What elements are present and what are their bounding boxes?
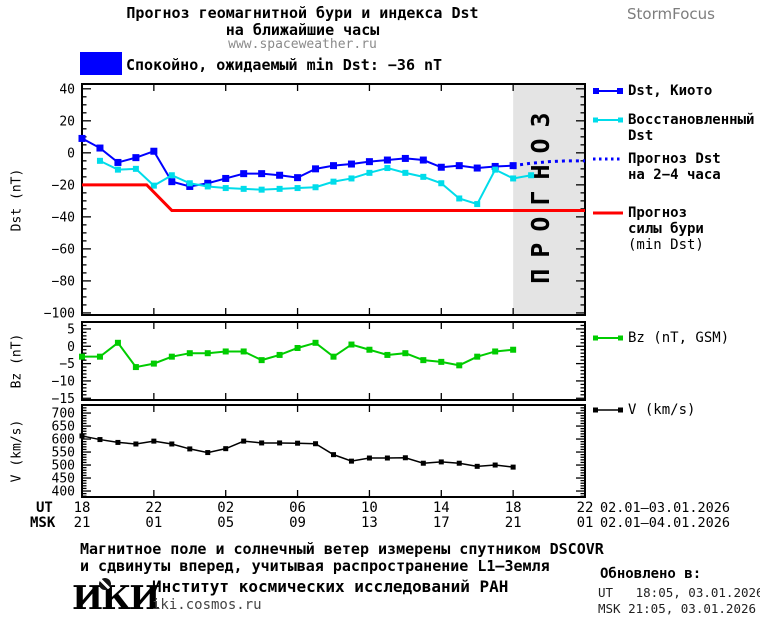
dst-y-tick-label: 20 [59, 114, 75, 129]
legend-label: Прогноз Dst [628, 151, 721, 167]
updated-heading: Обновлено в: [600, 566, 702, 582]
page-title-line2: на ближайшие часы [225, 21, 380, 39]
bz-y-tick-label: −5 [59, 357, 75, 372]
dst-y-tick-label: −40 [52, 210, 75, 225]
dst-y-tick-label: −80 [52, 274, 75, 289]
bz-axis-label: Bz (nT) [9, 333, 25, 389]
ut-tick-label: 14 [432, 500, 450, 516]
v-y-tick-label: 500 [52, 459, 75, 474]
bz-y-tick-label: −10 [52, 374, 75, 389]
legend-item-forecast-dst: Прогноз Dst на 2−4 часа [591, 151, 721, 183]
dst-axis-label: Dst (nT) [9, 168, 25, 232]
bz-panel: 5 0 −5 −10 −15 [52, 321, 586, 407]
restored-dst-swatch [591, 114, 625, 130]
msk-tick-label: 17 [432, 515, 450, 531]
v-swatch [591, 404, 625, 420]
msk-prefix: MSK [30, 515, 56, 531]
msk-tick-label: 05 [217, 515, 235, 531]
legend-label: Bz (nT, GSM) [628, 330, 730, 346]
xaxis-ut-row: UT 02.01—03.01.2026 18 22 02 06 10 14 18 22 [0, 500, 760, 516]
status-label: Спокойно, ожидаемый min Dst: −36 nT [126, 56, 443, 74]
legend-label: Восстановленный [628, 112, 755, 128]
bz-y-tick-label: 0 [67, 340, 75, 355]
page-title: Прогноз геомагнитной бури и индекса Dst [126, 4, 479, 22]
msk-tick-label: 21 [73, 515, 91, 531]
dst-y-tick-label: −20 [52, 178, 75, 193]
footnote-line2: и сдвинуты вперед, учитывая распростране… [80, 557, 550, 575]
v-y-tick-label: 700 [52, 407, 75, 422]
msk-date-range: 02.01—04.01.2026 [600, 515, 731, 531]
ut-prefix: UT [36, 500, 53, 516]
v-y-tick-label: 600 [52, 433, 75, 448]
legend-label: на 2−4 часа [628, 167, 721, 183]
legend-item-v: V (km/s) [591, 402, 695, 420]
legend-item-storm-forecast: Прогноз силы бури (min Dst) [591, 205, 704, 253]
spaceweather-link[interactable]: www.spaceweather.ru [228, 37, 377, 52]
ut-tick-label: 18 [504, 500, 522, 516]
dst-series-line [512, 159, 585, 168]
bz-y-tick-label: 5 [67, 322, 75, 337]
brand-label: StormFocus [627, 5, 715, 23]
dst-y-tick-label: 0 [67, 146, 75, 161]
dst-series-line [99, 159, 532, 206]
ut-tick-label: 06 [289, 500, 306, 516]
dst-y-tick-label: −60 [52, 242, 75, 257]
msk-tick-label: 01 [576, 515, 594, 531]
v-y-tick-label: 550 [52, 446, 75, 461]
v-series-line [81, 435, 514, 468]
ut-date-range: 02.01—03.01.2026 [600, 500, 731, 516]
dst-series-line [82, 183, 585, 212]
msk-tick-label: 09 [289, 515, 306, 531]
v-y-tick-label: 400 [52, 485, 75, 500]
legend-label: Dst [628, 128, 654, 144]
legend-label: Прогноз [628, 205, 688, 221]
legend-label: Dst, Киото [628, 83, 713, 99]
msk-tick-label: 21 [504, 515, 522, 531]
legend-label: (min Dst) [628, 237, 704, 253]
iki-logo: ИКИ [72, 578, 160, 617]
legend-label: V (km/s) [628, 402, 696, 418]
dst-series-line [81, 137, 514, 188]
msk-tick-label: 13 [360, 515, 378, 531]
bz-swatch [591, 332, 625, 348]
v-y-tick-label: 650 [52, 420, 75, 435]
updated-ut: UT 18:05, 03.01.2026 [598, 585, 760, 600]
xaxis-msk-row: MSK 02.01—04.01.2026 21 01 05 09 13 17 21 01 [0, 515, 760, 531]
v-y-tick-label: 450 [52, 472, 75, 487]
legend-label: силы бури [628, 221, 704, 237]
ut-tick-label: 18 [73, 500, 91, 516]
forecast-annotation: ПРОГНОЗ [526, 101, 555, 283]
bz-series-line [82, 341, 514, 369]
legend-item-restored-dst: Восстановленный Dst [591, 112, 754, 144]
dst-y-tick-label: 40 [59, 82, 75, 97]
ut-tick-label: 02 [217, 500, 235, 516]
legend-item-dst-kyoto: Dst, Киото [591, 83, 712, 101]
footnote-line1: Магнитное поле и солнечный ветер измерен… [80, 540, 604, 558]
iki-site-link[interactable]: iki.cosmos.ru [152, 597, 262, 613]
storm-level-swatch [80, 52, 122, 75]
ut-tick-label: 10 [360, 500, 378, 516]
msk-tick-label: 01 [145, 515, 163, 531]
satellite-icon [99, 578, 111, 590]
storm-forecast-swatch [591, 207, 625, 223]
ut-tick-label: 22 [576, 500, 594, 516]
v-axis-label: V (km/s) [9, 419, 25, 483]
forecast-dst-swatch [591, 153, 625, 169]
ut-tick-label: 22 [145, 500, 163, 516]
institute-name: Институт космических исследований РАН [152, 577, 509, 596]
bz-y-tick-label: −15 [52, 392, 75, 407]
dst-y-tick-label: −100 [44, 306, 75, 321]
iki-logo-text: ИКИ [72, 578, 160, 617]
dst-kyoto-swatch [591, 85, 625, 101]
updated-msk: MSK 21:05, 03.01.2026 [598, 601, 757, 616]
legend-item-bz: Bz (nT, GSM) [591, 330, 729, 348]
